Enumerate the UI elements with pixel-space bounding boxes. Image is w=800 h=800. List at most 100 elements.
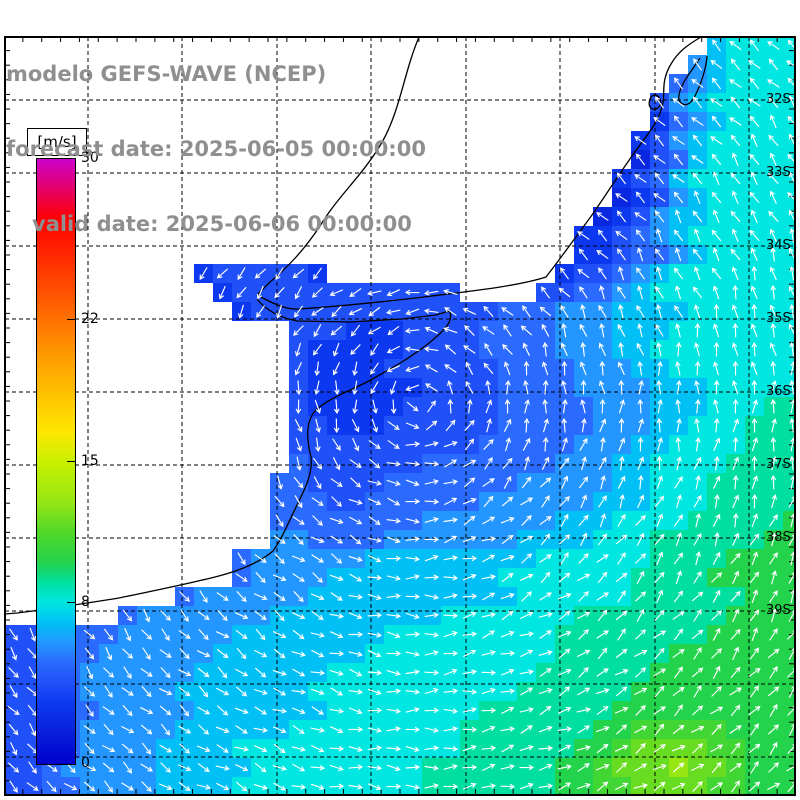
wind-arrow <box>619 399 625 414</box>
wind-arrow <box>443 289 458 295</box>
wind-arrow <box>655 324 664 337</box>
wind-arrow <box>671 744 686 752</box>
wind-arrow <box>693 571 702 584</box>
wind-arrow <box>482 516 496 525</box>
wind-arrow <box>331 306 342 318</box>
wind-arrow <box>711 229 722 242</box>
wind-arrow <box>675 398 681 414</box>
wind-arrow <box>484 342 493 356</box>
wind-arrow <box>597 571 608 584</box>
wind-arrow <box>787 191 798 203</box>
wind-arrow <box>405 726 421 733</box>
wind-arrow <box>789 379 795 395</box>
wind-arrow <box>732 284 738 300</box>
wind-arrow <box>712 589 721 603</box>
wind-arrow <box>599 418 607 433</box>
wind-arrow <box>500 516 515 524</box>
wind-arrow <box>579 476 589 489</box>
wind-arrow <box>330 631 344 639</box>
wind-arrow <box>600 475 606 490</box>
wind-arrow <box>29 627 37 642</box>
wind-arrow <box>85 704 94 717</box>
wind-arrow <box>597 781 609 792</box>
wind-arrow <box>578 552 589 564</box>
wind-arrow <box>634 725 648 734</box>
wind-arrow <box>711 648 723 659</box>
wind-arrow <box>542 398 548 414</box>
wind-arrow <box>654 533 665 545</box>
wind-arrow <box>520 325 532 336</box>
wind-arrow <box>618 379 624 395</box>
wind-arrow <box>141 629 153 640</box>
wind-arrow <box>462 593 478 599</box>
wind-arrow <box>693 456 702 470</box>
wind-arrow <box>541 286 550 299</box>
wind-arrow <box>615 572 628 583</box>
wind-arrow <box>654 248 664 261</box>
wind-arrow <box>292 725 305 734</box>
wind-arrow <box>84 781 96 792</box>
wind-arrow <box>235 612 249 620</box>
wind-arrow <box>352 419 360 433</box>
wind-arrow <box>293 476 304 489</box>
wind-arrow <box>367 537 382 543</box>
wind-arrow <box>524 456 530 471</box>
wind-arrow <box>333 418 340 434</box>
wind-arrow <box>596 630 609 639</box>
wind-arrow <box>462 631 478 637</box>
wind-arrow <box>730 704 741 717</box>
wind-arrow <box>538 783 554 789</box>
wind-arrow <box>692 134 703 147</box>
wind-arrow <box>424 326 438 334</box>
wind-arrow <box>787 667 799 678</box>
wind-arrow <box>291 707 306 715</box>
wind-arrow <box>771 418 777 433</box>
wind-speed-cell <box>783 492 796 511</box>
wind-arrow <box>256 285 264 300</box>
wind-arrow <box>768 762 780 773</box>
wind-arrow <box>122 705 133 717</box>
wind-arrow <box>330 535 344 544</box>
wind-arrow <box>386 650 402 657</box>
wind-arrow <box>272 708 288 714</box>
wind-arrow <box>121 782 134 791</box>
wind-arrow <box>423 308 439 314</box>
wind-arrow <box>444 344 456 355</box>
wind-arrow <box>312 572 323 583</box>
wind-arrow <box>599 322 605 338</box>
wind-arrow <box>691 763 705 771</box>
wind-arrow <box>349 573 363 582</box>
wind-arrow <box>768 58 779 71</box>
wind-arrow <box>619 455 625 471</box>
colorbar-tick-mark <box>67 319 76 321</box>
wind-arrow <box>462 782 477 790</box>
lat-label: 38S <box>766 530 791 545</box>
wind-arrow <box>790 551 796 566</box>
wind-arrow <box>425 383 438 392</box>
wind-arrow <box>294 286 302 300</box>
wind-arrow <box>675 570 682 585</box>
wind-arrow <box>733 512 739 528</box>
wind-arrow <box>787 115 798 127</box>
wind-arrow <box>730 590 741 602</box>
wind-arrow <box>84 647 95 660</box>
wind-arrow <box>519 745 534 751</box>
wind-arrow <box>330 325 343 336</box>
wind-arrow <box>387 326 400 336</box>
wind-arrow <box>654 609 665 621</box>
wind-arrow <box>332 362 340 376</box>
wind-arrow <box>464 477 476 488</box>
wind-arrow <box>443 517 459 523</box>
wind-arrow <box>348 764 364 770</box>
wind-arrow <box>714 455 720 471</box>
wind-arrow <box>443 650 459 657</box>
wind-arrow <box>447 398 453 414</box>
wind-arrow <box>714 493 720 509</box>
wind-arrow <box>274 496 285 508</box>
wind-arrow <box>790 398 796 414</box>
wind-arrow <box>767 41 780 50</box>
wind-arrow <box>465 361 474 375</box>
colorbar-tick-label: 0 <box>81 755 90 771</box>
wind-arrow <box>750 247 758 262</box>
wind-arrow <box>790 360 796 376</box>
